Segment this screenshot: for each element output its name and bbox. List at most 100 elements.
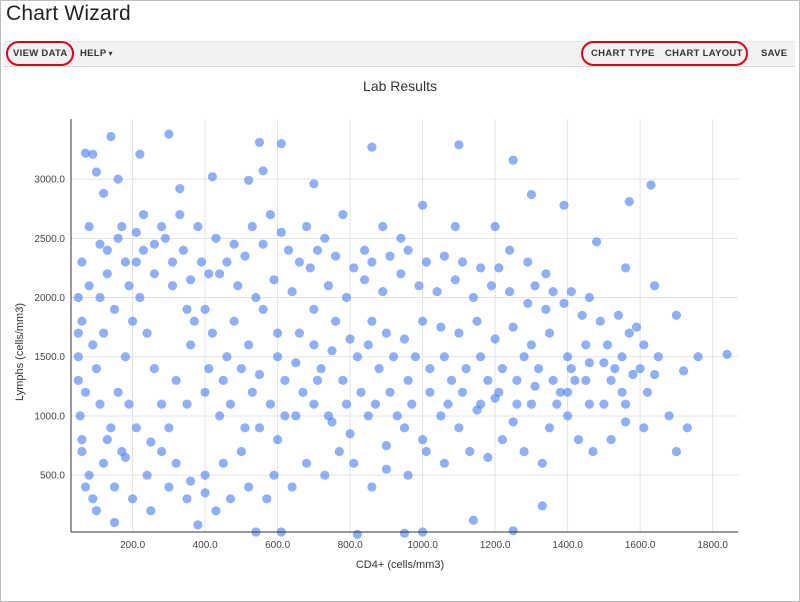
y-tick-label: 1000.0: [34, 411, 65, 422]
data-point: [142, 328, 152, 338]
data-point: [439, 251, 449, 261]
data-point: [95, 399, 105, 409]
chart-layout-button[interactable]: CHART LAYOUT: [665, 48, 743, 59]
data-point: [399, 334, 410, 344]
data-point: [99, 328, 109, 338]
data-point: [349, 263, 359, 273]
data-point: [432, 287, 442, 297]
data-point: [222, 352, 232, 362]
data-point: [606, 375, 616, 385]
x-tick-label: 800.0: [338, 540, 363, 551]
data-point: [559, 200, 569, 210]
data-point: [262, 494, 272, 504]
data-point: [287, 287, 297, 297]
data-point: [512, 375, 522, 385]
data-point: [512, 399, 522, 409]
data-point: [320, 470, 330, 480]
data-point: [581, 375, 591, 385]
data-point: [505, 245, 515, 255]
data-point: [88, 340, 98, 350]
data-point: [138, 210, 149, 220]
data-point: [610, 364, 620, 374]
data-point: [602, 340, 613, 350]
data-point: [505, 287, 515, 297]
data-point: [218, 458, 228, 468]
data-point: [483, 375, 493, 385]
data-point: [294, 257, 304, 267]
data-point: [385, 251, 395, 261]
data-point: [73, 375, 83, 385]
data-point: [207, 328, 217, 338]
data-point: [360, 245, 370, 255]
x-tick-label: 200.0: [120, 540, 145, 551]
data-point: [247, 221, 257, 232]
data-point: [635, 364, 645, 374]
data-point: [526, 340, 537, 350]
data-point: [186, 340, 196, 350]
data-point: [254, 369, 265, 380]
chart-panel: 200.0 400.0 600.0 800.0 1000.0 1200.0 1400.0 16…: [3, 66, 795, 597]
data-point: [457, 257, 468, 267]
data-point: [222, 257, 232, 267]
data-point: [570, 375, 580, 385]
view-data-button[interactable]: VIEW DATA: [13, 48, 68, 59]
x-tick-label: 1400.0: [552, 540, 583, 551]
data-point: [679, 366, 689, 376]
data-point: [454, 423, 464, 433]
save-button[interactable]: SAVE: [761, 48, 788, 59]
data-point: [541, 269, 551, 279]
data-point: [682, 423, 692, 433]
data-point: [341, 399, 352, 409]
help-menu-button[interactable]: HELP ▾: [80, 42, 113, 66]
data-point: [157, 221, 167, 232]
data-point: [305, 263, 315, 273]
data-point: [378, 221, 388, 232]
data-point: [563, 387, 573, 397]
caret-down-icon: ▾: [108, 49, 113, 58]
data-point: [544, 328, 555, 338]
data-point: [164, 482, 174, 492]
data-point: [287, 482, 297, 492]
data-point: [138, 245, 149, 255]
data-point: [124, 399, 134, 409]
data-point: [84, 281, 94, 291]
data-point: [534, 364, 544, 374]
data-point: [80, 482, 91, 492]
data-point: [149, 239, 159, 249]
data-point: [584, 399, 595, 409]
data-point: [381, 441, 391, 451]
data-point: [254, 423, 265, 433]
data-point: [269, 275, 279, 285]
data-point: [157, 399, 167, 409]
data-point: [276, 139, 286, 149]
data-point: [182, 494, 192, 504]
data-point: [73, 352, 83, 362]
data-point: [186, 476, 196, 486]
chart-axes: [70, 119, 738, 533]
data-point: [573, 435, 584, 445]
data-point: [77, 257, 87, 267]
data-point: [581, 340, 591, 350]
data-point: [367, 142, 377, 152]
x-tick-label: 400.0: [193, 540, 218, 551]
y-tick-label: 3000.0: [34, 175, 65, 186]
y-tick-label: 2000.0: [34, 293, 65, 304]
data-point: [592, 237, 602, 247]
data-point: [102, 245, 112, 255]
data-point: [91, 364, 101, 374]
data-point: [722, 349, 732, 359]
data-point: [84, 221, 94, 232]
data-point: [454, 328, 464, 338]
data-point: [457, 387, 468, 397]
data-point: [421, 446, 431, 457]
data-point: [486, 281, 497, 291]
data-point: [617, 352, 627, 362]
data-point: [120, 352, 130, 362]
data-point: [135, 149, 145, 159]
data-point: [621, 417, 631, 427]
data-point: [309, 399, 319, 409]
data-point: [240, 423, 250, 433]
chart-type-button[interactable]: CHART TYPE: [591, 48, 655, 59]
data-point: [526, 189, 537, 200]
data-point: [418, 200, 428, 210]
